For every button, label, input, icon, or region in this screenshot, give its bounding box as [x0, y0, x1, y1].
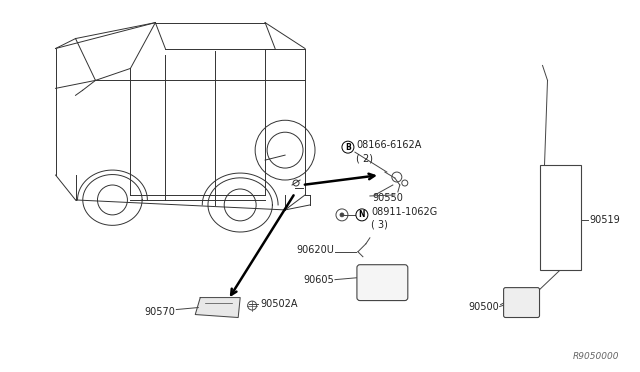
Text: N: N: [358, 211, 365, 219]
FancyBboxPatch shape: [357, 265, 408, 301]
Polygon shape: [195, 298, 240, 318]
Text: 08911-1062G: 08911-1062G: [371, 207, 437, 217]
Text: 90550: 90550: [372, 193, 403, 203]
Text: 90570: 90570: [145, 307, 175, 317]
Text: 90605: 90605: [303, 275, 334, 285]
Text: R9050000: R9050000: [573, 352, 620, 361]
Text: 90500: 90500: [469, 302, 500, 311]
Text: B: B: [345, 142, 351, 152]
Bar: [540, 165, 581, 270]
Text: 90620U: 90620U: [296, 245, 334, 255]
Text: 90502A: 90502A: [260, 299, 298, 308]
Circle shape: [340, 213, 344, 217]
Text: 90519: 90519: [589, 215, 620, 225]
Text: ( 3): ( 3): [371, 220, 388, 230]
Text: 08166-6162A: 08166-6162A: [356, 140, 421, 150]
FancyBboxPatch shape: [504, 288, 540, 318]
Text: ( 2): ( 2): [356, 153, 373, 163]
